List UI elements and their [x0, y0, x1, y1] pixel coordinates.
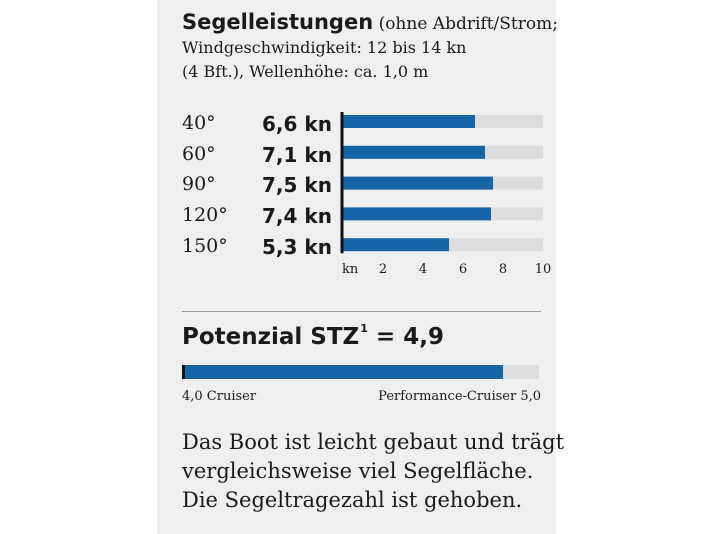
footnote-marker: 1 — [360, 322, 368, 335]
bar-0 — [343, 115, 475, 128]
data-label-60: 7,1 kn — [262, 143, 332, 167]
description: Das Boot ist leicht gebaut und trägt ver… — [182, 428, 565, 515]
potential-title: Potenzial STZ1 = 4,9 — [182, 322, 444, 350]
bar-2 — [343, 176, 493, 190]
bar-1 — [343, 145, 485, 159]
x-tick-label-2: 6 — [459, 262, 467, 277]
bar-4 — [343, 238, 449, 252]
data-label-40: 6,6 kn — [262, 112, 332, 136]
description-line-1: Das Boot ist leicht gebaut und trägt — [182, 430, 565, 454]
x-tick-label-0: 2 — [379, 262, 387, 277]
description-line-2: vergleichsweise viel Segelfläche. — [182, 459, 534, 483]
category-label-40: 40° — [182, 112, 216, 134]
potential-label: Potenzial STZ — [182, 324, 360, 350]
data-label-120: 7,4 kn — [262, 204, 332, 228]
x-axis-unit-label: kn — [342, 262, 359, 277]
info-panel — [157, 0, 556, 534]
chart-subtitle-part1: (ohne Abdrift/Strom; — [378, 14, 558, 34]
category-label-120: 120° — [182, 204, 228, 226]
section-divider — [182, 311, 541, 312]
potential-max-label: Performance-Cruiser 5,0 — [378, 389, 541, 404]
chart-title: Segelleistungen — [182, 10, 374, 34]
chart-subtitle-part3: (4 Bft.), Wellenhöhe: ca. 1,0 m — [182, 62, 429, 81]
potential-value: = 4,9 — [375, 324, 444, 350]
category-label-90: 90° — [182, 173, 216, 195]
speed-bar-chart: kn 2 4 6 8 10 — [340, 112, 552, 277]
potential-start-marker — [182, 365, 185, 379]
category-label-60: 60° — [182, 143, 216, 165]
chart-subtitle-part2: Windgeschwindigkeit: 12 bis 14 kn — [182, 38, 467, 57]
x-tick-label-4: 10 — [535, 262, 552, 277]
x-tick-label-1: 4 — [419, 262, 427, 277]
potential-track — [182, 365, 539, 379]
x-tick-label-3: 8 — [499, 262, 507, 277]
category-label-150: 150° — [182, 235, 228, 257]
description-line-3: Die Segeltragezahl ist gehoben. — [182, 488, 523, 512]
potential-fill — [182, 365, 504, 379]
bar-3 — [343, 207, 491, 221]
data-label-90: 7,5 kn — [262, 173, 332, 197]
data-label-150: 5,3 kn — [262, 235, 332, 259]
chart-title-block: Segelleistungen (ohne Abdrift/Strom; Win… — [182, 10, 558, 84]
potential-min-label: 4,0 Cruiser — [182, 389, 257, 404]
